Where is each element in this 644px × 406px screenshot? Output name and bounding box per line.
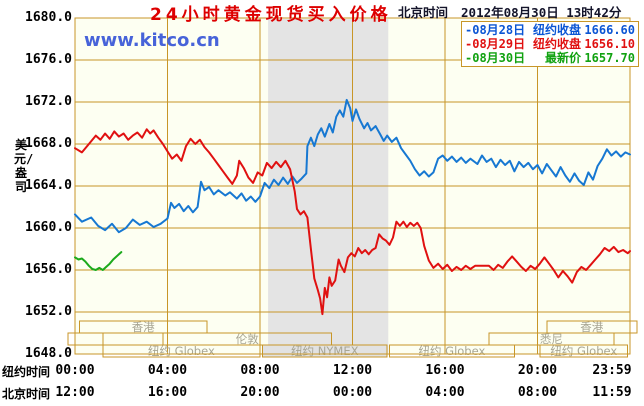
session-box [539,344,629,358]
session-label: 香港 [580,320,603,334]
x-tick-ny: 20:00 [517,363,558,378]
legend-item-aug29: -08月29日 纽约收盘 1656.10 [465,37,635,51]
legend-value: 1656.10 [584,37,635,51]
legend-value: 1657.70 [584,51,635,65]
session-box [79,320,208,334]
x-tick-ny: 12:00 [332,363,373,378]
x-tick-beijing: 00:00 [332,385,373,400]
y-axis-labels: 1680.0 1676.0 1672.0 1668.0 1664.0 1660.0 1656… [0,0,72,406]
x-tick-ny: 08:00 [240,363,280,378]
session-box [67,332,104,346]
legend-date: -08月30日 [465,51,526,65]
y-tick-label: 1668.0 [25,136,72,151]
y-tick-label: 1652.0 [25,304,72,319]
y-tick-label: 1648.0 [25,346,72,361]
page-title: 24小时黄金现货买入价格 [150,5,392,25]
session-label: 香港 [132,320,155,334]
x-axis-beijing-label: 北京时间 [2,387,51,401]
legend-label: 最新价 [544,51,581,65]
x-tick-beijing: 04:00 [425,385,465,400]
x-tick-ny: 04:00 [147,363,188,378]
series-line-aug29 [74,128,631,316]
kitco-watermark: www.kitco.cn [84,30,220,51]
x-tick-ny: 16:00 [425,363,465,378]
y-tick-label: 1664.0 [25,178,72,193]
x-tick-ny: 00:00 [55,363,95,378]
session-box [389,344,515,358]
session-box [102,344,261,358]
y-tick-label: 1660.0 [25,220,72,235]
series-line-aug30 [74,251,123,271]
legend-value: 1666.60 [584,23,635,37]
session-label: 纽约 NYMEX [291,344,358,358]
beijing-time-label: 北京时间 [398,5,449,20]
x-tick-beijing: 20:00 [240,385,280,400]
y-tick-label: 1672.0 [25,94,72,109]
legend-date: -08月28日 [465,23,526,37]
x-axis-ny-label: 纽约时间 [2,365,51,379]
y-tick-label: 1656.0 [25,262,72,277]
y-tick-label: 1680.0 [25,10,72,25]
session-label: 伦敦 [236,332,259,346]
beijing-time-value: 2012年08月30日 13时42分 [461,5,622,20]
session-label: 纽约 Globex [550,344,617,358]
session-label: 纽约 Globex [419,344,486,358]
x-axis-beijing-row: 北京时间 12:00 16:00 20:00 00:00 04:00 08:00 11:59 [0,385,644,401]
legend-box: -08月28日 纽约收盘 1666.60 -08月29日 纽约收盘 1656.1… [461,21,639,67]
x-tick-beijing: 08:00 [517,385,558,400]
session-label: 悉尼 [540,332,563,346]
plot-frame [74,17,631,355]
x-axis-ny-row: 纽约时间 00:00 04:00 08:00 12:00 16:00 20:00 23:59 [0,363,644,379]
series-line-aug28 [74,98,631,234]
x-tick-beijing: 12:00 [55,385,95,400]
y-tick-label: 1676.0 [25,52,72,67]
legend-label: 纽约收盘 [532,37,581,51]
legend-label: 纽约收盘 [532,23,581,37]
legend-date: -08月29日 [465,37,526,51]
x-tick-beijing: 11:59 [592,385,632,400]
beijing-time-header: 北京时间 2012年08月30日 13时42分 [398,2,621,21]
legend-item-aug28: -08月28日 纽约收盘 1666.60 [465,23,635,37]
session-label: 纽约 Globex [148,344,215,358]
legend-item-aug30: -08月30日 最新价 1657.70 [465,51,635,65]
x-tick-ny: 23:59 [592,363,632,378]
x-tick-beijing: 16:00 [147,385,188,400]
